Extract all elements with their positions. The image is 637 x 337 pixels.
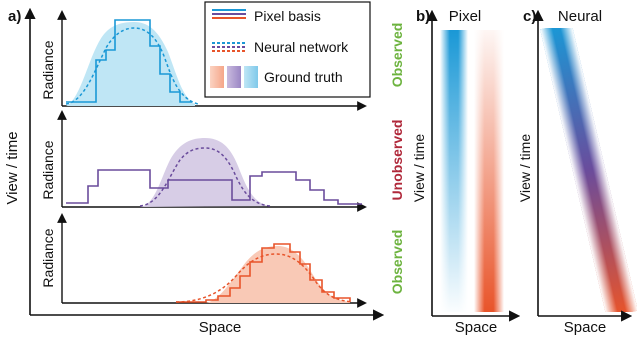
row-2-ground-truth — [140, 138, 270, 207]
row-3-plot: Radiance — [40, 213, 367, 308]
panel-c-image — [536, 0, 637, 318]
row-2-status: Unobserved — [389, 120, 405, 201]
panel-a-xlabel: Space — [199, 319, 242, 336]
legend-ground-truth-label: Ground truth — [264, 69, 343, 85]
row-1-neural-network — [65, 27, 199, 105]
panel-c-title-overlay: Neural — [558, 8, 602, 25]
row-1-ground-truth — [66, 22, 195, 106]
row-1-plot: Radiance — [40, 10, 367, 111]
panel-a-ylabel: View / time — [4, 131, 21, 204]
panel-c-ylabel: View / time — [517, 134, 533, 202]
panel-c-xlabel: Space — [564, 319, 607, 336]
row-2-ylabel: Radiance — [40, 140, 56, 199]
row-1-status: Observed — [389, 23, 405, 88]
row-3-ground-truth — [206, 246, 350, 303]
legend-gt-red — [210, 66, 224, 88]
row-2-neural-network — [139, 147, 271, 207]
row-2-plot: Radiance — [40, 110, 367, 212]
legend-neural-network-label: Neural network — [254, 39, 349, 55]
row-3-status: Observed — [389, 230, 405, 295]
legend-gt-purple — [227, 66, 241, 88]
row-2-pixel-basis — [66, 169, 362, 205]
panel-c-tag: c) — [523, 8, 536, 25]
legend: Pixel basis Neural network Ground truth — [204, 1, 371, 98]
panel-b-xlabel: Space — [455, 319, 498, 336]
row-1-ylabel: Radiance — [40, 40, 56, 99]
panel-b-image — [440, 30, 504, 312]
row-3-pixel-basis — [176, 243, 351, 303]
row-3-ylabel: Radiance — [40, 228, 56, 287]
row-3-neural-network — [175, 253, 353, 303]
legend-gt-blue — [244, 66, 258, 88]
panel-a-tag: a) — [8, 8, 21, 25]
legend-pixel-basis-label: Pixel basis — [254, 8, 321, 24]
panel-b-tag: b) — [416, 8, 430, 25]
panel-b-title: Pixel — [449, 8, 482, 25]
panel-b-ylabel: View / time — [411, 134, 427, 202]
